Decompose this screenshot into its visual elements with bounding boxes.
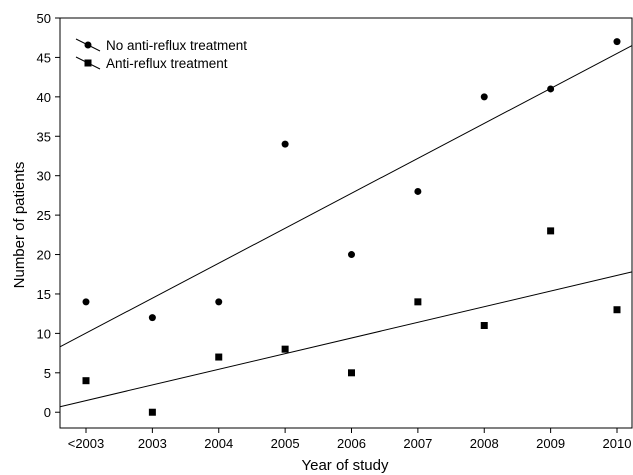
axes: 0 5 10 15 20 25 30 35 40 45 50 <2003 2003 2004 2005 200… [37, 11, 633, 451]
legend-marker-circle [84, 41, 92, 49]
legend-marker-square [84, 59, 92, 67]
x-tick-label: 2005 [271, 436, 300, 451]
y-tick-label: 50 [37, 11, 51, 26]
point-square [82, 377, 90, 385]
y-tick-label: 35 [37, 129, 51, 144]
point-circle [613, 38, 621, 46]
point-square [148, 408, 156, 416]
legend-label: Anti-reflux treatment [106, 56, 228, 71]
y-axis-label: Number of patients [11, 162, 28, 289]
point-circle [480, 93, 488, 101]
point-square [281, 345, 289, 353]
x-tick-label: 2004 [204, 436, 233, 451]
y-tick-label: 30 [37, 169, 51, 184]
legend: No anti-reflux treatment Anti-reflux trea… [75, 38, 247, 71]
y-tick-label: 40 [37, 90, 51, 105]
point-circle [82, 298, 90, 306]
x-tick-label: 2007 [403, 436, 432, 451]
y-tick-label: 25 [37, 208, 51, 223]
point-square [215, 353, 223, 361]
point-circle [348, 251, 355, 259]
x-tick-label: 2010 [603, 436, 632, 451]
point-circle [281, 140, 289, 148]
x-tick-label: <2003 [68, 436, 105, 451]
x-tick-label: 2008 [470, 436, 499, 451]
point-circle [414, 187, 422, 195]
x-axis-label: Year of study [301, 457, 389, 474]
legend-label: No anti-reflux treatment [106, 38, 247, 53]
point-square [348, 369, 355, 377]
trend-line-2 [59, 271, 633, 408]
x-tick-label: 2003 [138, 436, 167, 451]
point-circle [215, 298, 223, 306]
trend-line-1 [59, 45, 633, 348]
point-square [414, 298, 422, 306]
x-tick-label: 2009 [536, 436, 565, 451]
plot-frame [59, 17, 633, 429]
y-tick-label: 15 [37, 287, 51, 302]
data-points [82, 38, 621, 416]
y-tick-label: 45 [37, 50, 51, 65]
point-square [613, 306, 621, 314]
y-tick-label: 20 [37, 248, 51, 263]
point-square [480, 322, 488, 329]
y-tick-label: 5 [44, 366, 51, 381]
x-tick-label: 2006 [337, 436, 366, 451]
point-circle [547, 85, 555, 93]
y-tick-label: 10 [37, 326, 51, 341]
trend-lines [59, 45, 633, 408]
point-square [547, 227, 555, 235]
point-circle [148, 314, 156, 322]
y-tick-label: 0 [44, 405, 51, 420]
